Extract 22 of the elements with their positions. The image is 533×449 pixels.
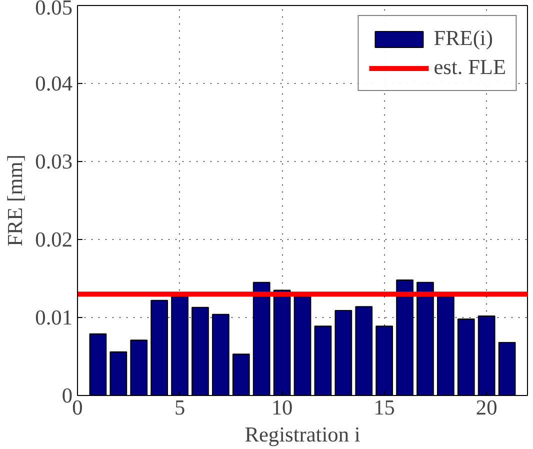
y-tick-label: 0.01: [35, 306, 73, 330]
y-tick-label: 0.04: [35, 72, 73, 96]
x-tick-label: 15: [374, 396, 395, 420]
y-axis-title: FRE [mm]: [3, 154, 28, 246]
bar: [498, 342, 516, 396]
bar: [110, 351, 128, 396]
bar: [232, 354, 250, 396]
bar: [130, 340, 148, 396]
x-tick-label: 10: [271, 396, 293, 420]
bar: [334, 310, 352, 396]
bar: [314, 326, 332, 396]
y-tick-label: 0.03: [35, 150, 73, 174]
bar: [89, 333, 107, 396]
x-tick-label: 20: [476, 396, 498, 420]
y-tick-label: 0.02: [35, 228, 73, 252]
y-tick-label: 0.05: [35, 0, 73, 20]
x-axis-title: Registration i: [244, 422, 360, 446]
x-tick-label: 5: [174, 396, 186, 420]
bar: [294, 296, 312, 396]
legend-label: FRE(i): [434, 26, 493, 51]
bar: [355, 306, 373, 396]
legend-label: est. FLE: [434, 55, 506, 80]
